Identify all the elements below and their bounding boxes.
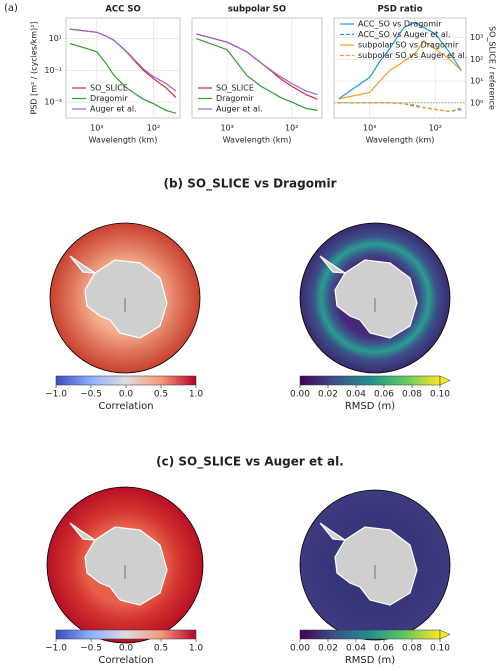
colorbar-tick-label: 0.0 (119, 390, 134, 400)
colorbar-tick-label: 1.0 (189, 390, 204, 400)
legend-label: subpolar SO vs Dragomir (358, 41, 459, 50)
x-tick-label: 10³ (220, 124, 233, 133)
panel-title: (b) SO_SLICE vs Dragomir (163, 177, 336, 192)
colorbar-tick-label: −1.0 (45, 644, 67, 654)
colorbar (299, 629, 441, 640)
colorbar-extension (439, 629, 451, 640)
x-tick-label: 10³ (363, 124, 376, 133)
map (299, 489, 451, 641)
y-tick-label: 10¹ (49, 34, 62, 43)
map (299, 222, 451, 374)
y-tick-label: 10³ (470, 33, 483, 42)
colorbar-label: RMSD (m) (345, 401, 395, 412)
colorbar-label: RMSD (m) (345, 655, 395, 666)
colorbar-tick-label: −0.5 (80, 390, 102, 400)
colorbar-tick-label: 0.08 (402, 644, 422, 654)
y-tick-label: 10⁻¹ (44, 66, 62, 75)
panel-title: (c) SO_SLICE vs Auger et al. (156, 455, 344, 470)
series-line (338, 40, 462, 100)
series-line (196, 38, 318, 111)
x-tick-label: 10² (285, 124, 298, 133)
colorbar-tick-label: 1.0 (189, 644, 204, 654)
legend-label: ACC_SO vs Dragomir (358, 20, 442, 29)
legend-label: Dragomir (90, 94, 128, 103)
colorbar-tick-label: −0.5 (80, 644, 102, 654)
colorbar-tick-label: 0.06 (374, 390, 394, 400)
map (49, 222, 201, 374)
series-line (338, 21, 462, 100)
legend-label: SO_SLICE (216, 84, 254, 93)
map (46, 486, 204, 644)
x-tick-label: 10³ (90, 124, 103, 133)
colorbar-tick-label: 0.0 (119, 644, 134, 654)
legend-label: Auger et al. (216, 105, 263, 114)
colorbar-tick-label: 0.06 (374, 644, 394, 654)
plot-area (333, 17, 467, 119)
y-tick-label: 10⁰ (470, 98, 483, 107)
colorbar-tick-label: 0.00 (290, 644, 310, 654)
series-line (69, 42, 177, 114)
legend-label: ACC_SO vs Auger et al. (358, 30, 451, 39)
colorbar (55, 375, 197, 386)
colorbar-tick-label: 0.02 (318, 390, 338, 400)
colorbar-tick-label: 0.5 (154, 644, 168, 654)
colorbar-tick-label: 0.02 (318, 644, 338, 654)
x-axis-label: Wavelength (km) (223, 136, 292, 145)
x-axis-label: Wavelength (km) (89, 136, 158, 145)
colorbar-tick-label: −1.0 (45, 390, 67, 400)
x-tick-label: 10² (429, 124, 442, 133)
colorbar-tick-label: 0.5 (154, 390, 168, 400)
y-tick-label: 10¹ (470, 77, 483, 86)
legend-label: Auger et al. (90, 105, 137, 114)
colorbar-label: Correlation (98, 655, 153, 666)
y-axis-label: SO_SLICE / reference (488, 26, 497, 110)
x-tick-label: 10² (147, 124, 160, 133)
colorbar-tick-label: 0.04 (346, 390, 366, 400)
x-axis-label: Wavelength (km) (366, 136, 435, 145)
chart-title: ACC SO (105, 5, 140, 15)
series-line (196, 33, 318, 96)
colorbar (55, 629, 197, 640)
legend-label: subpolar SO vs Auger et al. (358, 51, 467, 60)
legend-label: SO_SLICE (90, 84, 128, 93)
colorbar-extension (439, 375, 451, 386)
series-line (69, 28, 177, 92)
plot-area (191, 17, 323, 119)
colorbar-tick-label: 0.08 (402, 390, 422, 400)
legend-label: Dragomir (216, 94, 254, 103)
panel-label: (a) (4, 3, 18, 14)
y-tick-label: 10⁻³ (44, 98, 62, 107)
colorbar-tick-label: 0.10 (430, 644, 450, 654)
series-line (338, 102, 462, 113)
chart-title: subpolar SO (228, 5, 286, 15)
colorbar (299, 375, 441, 386)
y-tick-label: 10² (470, 55, 483, 64)
chart-title: PSD ratio (377, 5, 422, 15)
colorbar-label: Correlation (98, 401, 153, 412)
colorbar-tick-label: 0.00 (290, 390, 310, 400)
plot-area (65, 17, 181, 119)
colorbar-tick-label: 0.04 (346, 644, 366, 654)
y-axis-label: PSD [m² / (cycles/km)²] (30, 21, 39, 114)
colorbar-tick-label: 0.10 (430, 390, 450, 400)
